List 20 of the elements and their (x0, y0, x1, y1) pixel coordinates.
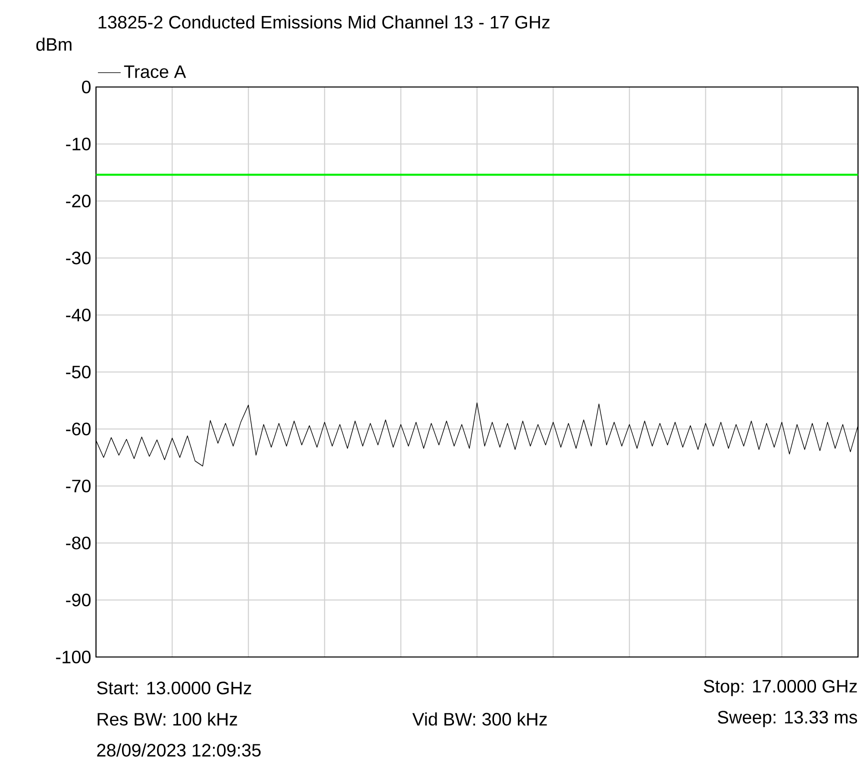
text: Vid BW: 300 kHz (412, 712, 547, 726)
y-tick-label: -50 (66, 366, 91, 378)
text: Sweep: 13.33 ms (718, 710, 858, 728)
text: Start: 13.0000 GHz (97, 682, 252, 694)
text: 28/09/2023 12:09:35 (97, 743, 261, 757)
text: Res BW: 100 kHz (98, 712, 238, 726)
y-tick-label: -100 (56, 650, 91, 664)
text: Stop: 17.0000 GHz (704, 680, 857, 696)
y-tick-label: 0 (82, 80, 91, 94)
y-axis-title: dBm (36, 38, 72, 51)
chart-title: 13825-2 Conducted Emissions Mid Channel 13 - 17 GHz (98, 15, 550, 29)
y-tick-label: -10 (66, 138, 91, 150)
y-tick-label: -90 (66, 594, 91, 606)
y-tick-label: -70 (66, 480, 91, 492)
legend-label: Trace A (124, 66, 186, 78)
y-tick-label: -20 (66, 194, 91, 208)
y-tick-label: -30 (66, 252, 91, 264)
y-tick-label: -60 (66, 422, 91, 436)
y-tick-label: -80 (66, 536, 91, 550)
y-tick-label: -40 (66, 308, 91, 322)
